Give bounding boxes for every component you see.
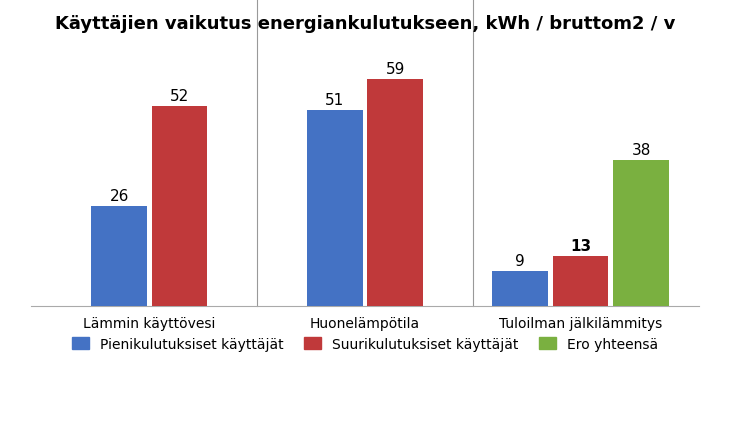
Bar bbox=[91, 206, 147, 306]
Bar bbox=[493, 272, 548, 306]
Bar bbox=[307, 111, 363, 306]
Text: 13: 13 bbox=[570, 238, 591, 253]
Bar bbox=[553, 256, 608, 306]
Bar bbox=[152, 107, 207, 306]
Title: Käyttäjien vaikutus energiankulutukseen, kWh / bruttom2 / v: Käyttäjien vaikutus energiankulutukseen,… bbox=[55, 15, 675, 33]
Text: 59: 59 bbox=[385, 62, 405, 77]
Text: 51: 51 bbox=[325, 93, 345, 108]
Bar bbox=[367, 80, 423, 306]
Bar bbox=[613, 160, 669, 306]
Text: 9: 9 bbox=[515, 254, 525, 269]
Text: 26: 26 bbox=[110, 188, 129, 203]
Legend: Pienikulutuksiset käyttäjät, Suurikulutuksiset käyttäjät, Ero yhteensä: Pienikulutuksiset käyttäjät, Suurikulutu… bbox=[66, 332, 664, 356]
Text: 52: 52 bbox=[170, 89, 189, 104]
Text: 38: 38 bbox=[631, 142, 650, 157]
